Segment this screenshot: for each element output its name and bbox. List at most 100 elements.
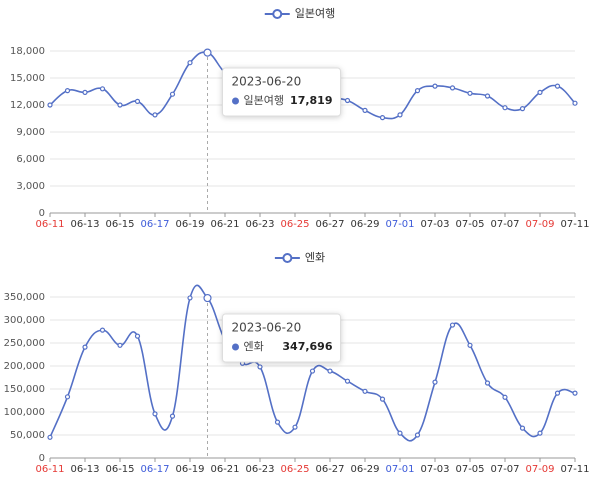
point <box>432 379 438 385</box>
x-tick-label: 06-11 <box>35 464 64 475</box>
point <box>537 89 543 96</box>
x-tick-label: 06-17 <box>140 464 169 475</box>
point <box>344 97 351 104</box>
y-tick-label: 0 <box>39 453 45 464</box>
tooltip-value: 347,696 <box>282 340 332 353</box>
tooltip-title: 2023-06-20 <box>232 75 302 89</box>
point <box>257 364 263 370</box>
y-tick-label: 350,000 <box>4 292 45 303</box>
x-tick-label: 07-07 <box>490 464 519 475</box>
x-tick-label: 06-19 <box>175 464 204 475</box>
point <box>484 380 491 386</box>
y-tick-label: 150,000 <box>4 384 45 395</box>
point <box>554 390 561 396</box>
point <box>169 413 176 419</box>
y-tick-label: 12,000 <box>10 100 45 111</box>
line <box>49 284 576 442</box>
x-tick-label: 06-25 <box>280 219 309 230</box>
tooltip-value: 17,819 <box>290 94 332 107</box>
point <box>362 107 368 114</box>
point <box>203 293 212 303</box>
y-tick-label: 15,000 <box>10 73 45 84</box>
point <box>309 368 316 374</box>
x-tick-label: 07-11 <box>560 464 589 475</box>
point <box>47 434 53 440</box>
point <box>362 388 368 394</box>
x-tick-label: 06-25 <box>280 464 309 475</box>
point <box>82 89 88 96</box>
tooltip-marker <box>232 343 239 351</box>
x-tick-label: 07-01 <box>385 464 414 475</box>
tooltip-box <box>222 67 341 117</box>
y-tick-label: 200,000 <box>4 361 45 372</box>
point <box>99 86 106 92</box>
legend-marker <box>282 253 293 263</box>
point <box>292 424 298 430</box>
legend-label: 일본여행 <box>295 6 335 20</box>
point <box>169 91 176 97</box>
tooltip-marker <box>232 97 239 105</box>
point <box>187 60 193 66</box>
tooltip: 2023-06-20 엔화 347,696 <box>222 313 341 363</box>
y-tick-label: 9,000 <box>16 127 45 138</box>
x-tick-label: 06-27 <box>315 464 344 475</box>
tooltip-name: 엔화 <box>244 340 264 353</box>
x-tick-label: 06-13 <box>70 219 99 230</box>
legend-marker <box>272 9 283 19</box>
point <box>344 378 351 384</box>
x-tick-label: 06-27 <box>315 219 344 230</box>
point <box>379 396 386 402</box>
x-tick-label: 06-15 <box>105 219 134 230</box>
point <box>117 342 123 348</box>
point <box>82 344 88 350</box>
x-tick-label: 07-09 <box>525 464 554 475</box>
point <box>134 333 141 339</box>
point <box>467 342 473 348</box>
point <box>327 368 333 374</box>
y-tick-label: 3,000 <box>16 181 45 192</box>
point <box>484 93 491 99</box>
point <box>47 102 53 108</box>
tooltip: 2023-06-20 일본여행 17,819 <box>222 67 341 117</box>
chart: 0 50,000 100,000 150,000 200,000 250,000 300,0… <box>4 251 590 475</box>
x-tick-label: 07-05 <box>455 219 484 230</box>
point <box>152 112 158 118</box>
point <box>64 394 71 400</box>
point <box>519 105 526 112</box>
x-tick-label: 06-15 <box>105 464 134 475</box>
x-tick-label: 06-29 <box>350 464 379 475</box>
x-tick-label: 06-23 <box>245 464 274 475</box>
y-tick-label: 300,000 <box>4 315 45 326</box>
point <box>432 83 438 89</box>
x-tick-label: 06-13 <box>70 464 99 475</box>
x-tick-label: 07-01 <box>385 219 414 230</box>
point <box>537 430 543 436</box>
point <box>187 295 193 301</box>
point <box>274 419 281 425</box>
y-tick-label: 100,000 <box>4 407 45 418</box>
x-tick-label: 06-17 <box>140 219 169 230</box>
point <box>449 85 456 91</box>
y-tick-label: 6,000 <box>16 154 45 165</box>
point <box>554 83 561 89</box>
x-tick-label: 06-21 <box>210 464 239 475</box>
x-tick-label: 06-23 <box>245 219 274 230</box>
x-tick-label: 07-05 <box>455 464 484 475</box>
point <box>152 411 158 417</box>
chart: 0 3,000 6,000 9,000 12,000 15,000 18,000 06-11 0… <box>10 6 590 230</box>
point <box>502 394 508 400</box>
point <box>99 327 106 333</box>
point <box>572 100 578 106</box>
tooltip-name: 일본여행 <box>244 93 284 107</box>
x-tick-label: 07-11 <box>560 219 589 230</box>
point <box>397 112 403 118</box>
x-tick-label: 07-03 <box>420 464 449 475</box>
x-tick-label: 06-19 <box>175 219 204 230</box>
point <box>414 87 421 94</box>
y-tick-label: 18,000 <box>10 46 45 57</box>
x-tick-label: 06-21 <box>210 219 239 230</box>
point <box>572 390 578 396</box>
x-tick-label: 07-09 <box>525 219 554 230</box>
point <box>449 322 456 328</box>
